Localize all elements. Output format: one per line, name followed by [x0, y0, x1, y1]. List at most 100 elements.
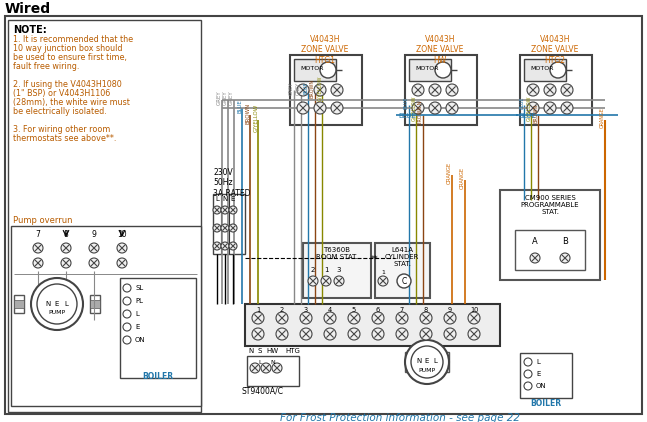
- Text: 1. It is recommended that the: 1. It is recommended that the: [13, 35, 133, 44]
- Text: 10: 10: [470, 307, 478, 313]
- Circle shape: [261, 363, 271, 373]
- Circle shape: [524, 358, 532, 366]
- Text: A: A: [532, 237, 538, 246]
- Text: L: L: [433, 358, 437, 364]
- Circle shape: [429, 102, 441, 114]
- Text: G/YELLOW: G/YELLOW: [411, 95, 416, 121]
- Text: 3: 3: [336, 267, 341, 273]
- Text: BOILER: BOILER: [142, 372, 173, 381]
- Circle shape: [37, 284, 77, 324]
- Circle shape: [378, 276, 388, 286]
- Text: N: N: [248, 348, 253, 354]
- Text: GREY: GREY: [229, 91, 234, 106]
- Bar: [439, 352, 449, 372]
- Text: E: E: [135, 324, 139, 330]
- Circle shape: [396, 328, 408, 340]
- Circle shape: [524, 382, 532, 390]
- Text: 7: 7: [400, 307, 404, 313]
- Text: BOILER: BOILER: [531, 399, 562, 408]
- Circle shape: [33, 258, 43, 268]
- Bar: [520, 353, 572, 398]
- Text: be electrically isolated.: be electrically isolated.: [13, 107, 107, 116]
- Bar: [245, 304, 500, 346]
- Circle shape: [324, 328, 336, 340]
- Circle shape: [33, 243, 43, 253]
- Text: BLUE: BLUE: [398, 113, 416, 119]
- Text: ON: ON: [536, 383, 547, 389]
- Circle shape: [117, 243, 127, 253]
- Text: BLUE: BLUE: [237, 99, 242, 113]
- Text: Pump overrun: Pump overrun: [13, 216, 72, 225]
- Circle shape: [446, 84, 458, 96]
- Circle shape: [561, 102, 573, 114]
- Circle shape: [560, 253, 570, 263]
- Text: 6: 6: [376, 307, 380, 313]
- Text: 8: 8: [63, 230, 69, 239]
- Text: HW: HW: [266, 348, 278, 354]
- Bar: [14, 295, 24, 313]
- Circle shape: [213, 224, 221, 232]
- Bar: [90, 300, 100, 308]
- Circle shape: [297, 102, 309, 114]
- Text: 1: 1: [324, 267, 328, 273]
- Text: BROWN: BROWN: [245, 103, 250, 124]
- Circle shape: [229, 224, 237, 232]
- Text: ORANGE: ORANGE: [447, 162, 452, 184]
- Circle shape: [468, 312, 480, 324]
- Text: 3. For wiring other room: 3. For wiring other room: [13, 125, 111, 134]
- Text: HTG: HTG: [285, 348, 300, 354]
- Text: BROWN: BROWN: [533, 103, 538, 122]
- Text: 230V
50Hz
3A RATED: 230V 50Hz 3A RATED: [213, 168, 250, 198]
- Text: **: **: [371, 255, 378, 264]
- Circle shape: [252, 312, 264, 324]
- Bar: [213, 194, 245, 254]
- Circle shape: [550, 62, 566, 78]
- Text: GREY: GREY: [217, 91, 222, 106]
- Text: thermostats see above**.: thermostats see above**.: [13, 134, 116, 143]
- Text: 1: 1: [381, 271, 385, 276]
- Text: 4: 4: [328, 307, 332, 313]
- Text: T6360B
ROOM STAT.: T6360B ROOM STAT.: [316, 247, 358, 260]
- Circle shape: [61, 258, 71, 268]
- Bar: [14, 300, 24, 308]
- Bar: [524, 59, 566, 81]
- Circle shape: [420, 312, 432, 324]
- Text: BLUE: BLUE: [518, 113, 536, 119]
- Circle shape: [31, 278, 83, 330]
- Text: BLUE: BLUE: [519, 97, 524, 109]
- Circle shape: [321, 276, 331, 286]
- Text: ORANGE: ORANGE: [460, 167, 465, 189]
- Text: V4043H
ZONE VALVE
HTG2: V4043H ZONE VALVE HTG2: [531, 35, 578, 65]
- Text: GREY: GREY: [289, 81, 294, 95]
- Text: ORANGE: ORANGE: [600, 108, 605, 128]
- Circle shape: [524, 370, 532, 378]
- Circle shape: [123, 323, 131, 331]
- Circle shape: [334, 276, 344, 286]
- Text: be used to ensure first time,: be used to ensure first time,: [13, 53, 127, 62]
- Text: 8: 8: [424, 307, 428, 313]
- Bar: [405, 55, 477, 125]
- Text: L: L: [135, 311, 139, 317]
- Circle shape: [89, 258, 99, 268]
- Circle shape: [544, 84, 556, 96]
- Circle shape: [308, 276, 318, 286]
- Text: PUMP: PUMP: [419, 368, 435, 373]
- Text: V4043H
ZONE VALVE
HW: V4043H ZONE VALVE HW: [416, 35, 464, 65]
- Text: BROWN N: BROWN N: [418, 101, 423, 125]
- Circle shape: [123, 310, 131, 318]
- Text: L: L: [215, 196, 219, 202]
- Text: L: L: [258, 360, 262, 365]
- Text: MOTOR: MOTOR: [415, 65, 439, 70]
- Text: (1" BSP) or V4043H1106: (1" BSP) or V4043H1106: [13, 89, 110, 98]
- Text: 5: 5: [352, 307, 356, 313]
- Text: L: L: [64, 301, 68, 307]
- Text: E: E: [536, 371, 540, 377]
- Circle shape: [314, 84, 326, 96]
- Circle shape: [123, 297, 131, 305]
- Circle shape: [117, 258, 127, 268]
- Circle shape: [405, 340, 449, 384]
- Text: S: S: [257, 348, 261, 354]
- Circle shape: [348, 312, 360, 324]
- Circle shape: [444, 328, 456, 340]
- Bar: [515, 230, 585, 270]
